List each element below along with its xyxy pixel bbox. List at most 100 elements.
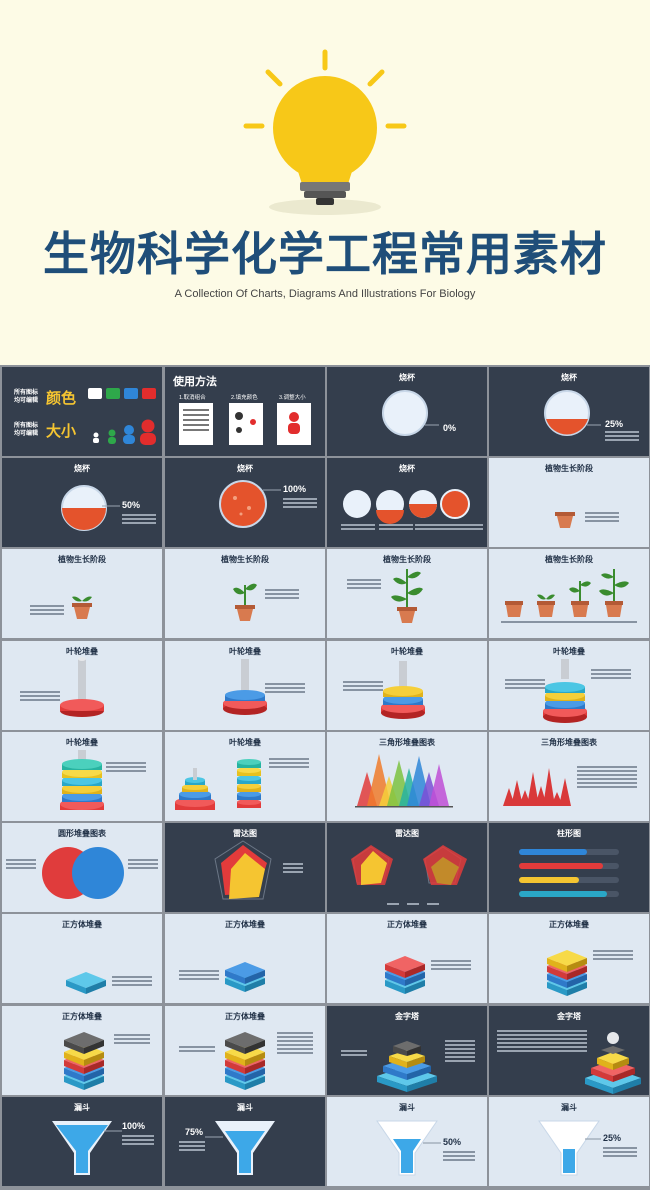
slide-thumbnail-funnel-100[interactable]: 漏斗 100% bbox=[2, 1097, 162, 1186]
slide-thumbnail-funnel-25[interactable]: 漏斗 25% bbox=[489, 1097, 649, 1186]
slide-thumbnail-plant-stage-2[interactable]: 植物生长阶段 bbox=[2, 549, 162, 638]
slide-thumbnail-triangle-chart-1[interactable]: 三角形堆叠图表 bbox=[327, 732, 487, 821]
slide-thumbnail-beaker-0[interactable]: 烧杯 0% bbox=[327, 367, 487, 456]
text-placeholder bbox=[585, 512, 619, 524]
slide-title: 正方体堆叠 bbox=[62, 920, 102, 929]
text-placeholder bbox=[605, 431, 639, 443]
slide-title: 植物生长阶段 bbox=[221, 555, 269, 564]
slide-thumbnail-beaker-25[interactable]: 烧杯 25% bbox=[489, 367, 649, 456]
usage-title: 使用方法 bbox=[173, 375, 217, 388]
text-placeholder bbox=[122, 1135, 154, 1147]
slide-title: 植物生长阶段 bbox=[545, 555, 593, 564]
text-placeholder bbox=[443, 1151, 475, 1163]
legend-placeholder bbox=[283, 863, 303, 875]
slide-title: 正方体堆叠 bbox=[225, 920, 265, 929]
step-label: 2.填充颜色 bbox=[231, 395, 258, 401]
text-placeholder bbox=[30, 605, 64, 617]
slide-thumbnail-pyramid-2[interactable]: 金字塔 bbox=[489, 1006, 649, 1095]
text-placeholder bbox=[179, 970, 219, 982]
radar-chart-icon bbox=[214, 840, 272, 900]
slide-title: 三角形堆叠图表 bbox=[379, 738, 435, 747]
slide-thumbnail-cube-stack-3[interactable]: 正方体堆叠 bbox=[327, 914, 487, 1003]
beaker-series-icons bbox=[343, 489, 470, 524]
slide-title: 漏斗 bbox=[561, 1103, 577, 1112]
step-screenshot bbox=[229, 403, 263, 445]
slide-thumbnail-plant-stage-4[interactable]: 植物生长阶段 bbox=[327, 549, 487, 638]
beaker-icon bbox=[219, 480, 281, 528]
text-placeholder bbox=[343, 681, 383, 693]
slide-thumbnail-radar-chart-2[interactable]: 雷达图 bbox=[327, 823, 487, 912]
plant-growth-icons bbox=[505, 569, 629, 617]
slide-thumbnail-cube-stack-2[interactable]: 正方体堆叠 bbox=[165, 914, 325, 1003]
text-placeholder bbox=[593, 950, 633, 962]
impeller-stack-icon bbox=[60, 750, 104, 810]
slide-thumbnail-triangle-chart-2[interactable]: 三角形堆叠图表 bbox=[489, 732, 649, 821]
text-placeholder bbox=[341, 524, 375, 532]
text-placeholder bbox=[265, 589, 299, 601]
beaker-value: 0% bbox=[443, 423, 457, 433]
text-placeholder bbox=[347, 579, 381, 591]
slide-thumbnail-plant-stage-3[interactable]: 植物生长阶段 bbox=[165, 549, 325, 638]
funnel-icon bbox=[52, 1121, 122, 1175]
triangle-chart-icon bbox=[355, 754, 453, 808]
slide-thumbnail-editable-icons[interactable]: 所有图标 均可编辑 颜色 所有图标 均可编辑 大小 bbox=[2, 367, 162, 456]
text-placeholder bbox=[577, 766, 637, 790]
slide-thumbnail-radar-chart-1[interactable]: 雷达图 bbox=[165, 823, 325, 912]
text-placeholder bbox=[179, 1046, 215, 1054]
slide-thumbnail-beaker-50[interactable]: 烧杯 50% bbox=[2, 458, 162, 547]
slide-title: 金字塔 bbox=[557, 1012, 581, 1021]
funnel-value: 100% bbox=[122, 1121, 146, 1131]
lightbulb-icon bbox=[243, 49, 407, 215]
slide-title: 叶轮堆叠 bbox=[66, 647, 98, 656]
slide-title: 漏斗 bbox=[237, 1103, 253, 1112]
beaker-value: 25% bbox=[605, 419, 624, 429]
step-label: 3.调整大小 bbox=[279, 395, 306, 401]
slide-thumbnail-impeller-stack-6[interactable]: 叶轮堆叠 bbox=[165, 732, 325, 821]
slide-title: 叶轮堆叠 bbox=[66, 738, 98, 747]
text-placeholder bbox=[591, 669, 631, 681]
slide-thumbnail-funnel-50[interactable]: 漏斗 50% bbox=[327, 1097, 487, 1186]
chat-bubble-icons bbox=[88, 388, 156, 445]
slide-title: 圆形堆叠图表 bbox=[58, 829, 106, 838]
slide-thumbnail-plant-stages-all[interactable]: 植物生长阶段 bbox=[489, 549, 649, 638]
cube-stack-icon bbox=[225, 1032, 265, 1090]
slide-thumbnail-impeller-stack-1[interactable]: 叶轮堆叠 bbox=[2, 641, 162, 730]
slide-thumbnail-cube-stack-1[interactable]: 正方体堆叠 bbox=[2, 914, 162, 1003]
text-placeholder bbox=[122, 514, 156, 526]
slide-thumbnail-impeller-stack-5[interactable]: 叶轮堆叠 bbox=[2, 732, 162, 821]
plant-pot-icon bbox=[391, 569, 423, 623]
cube-stack-icon bbox=[225, 962, 265, 992]
slide-thumbnail-plant-stage-1[interactable]: 植物生长阶段 bbox=[489, 458, 649, 547]
bar-chart-icon bbox=[519, 849, 619, 897]
slide-thumbnail-beaker-100[interactable]: 烧杯 100% bbox=[165, 458, 325, 547]
slide-thumbnail-impeller-stack-3[interactable]: 叶轮堆叠 bbox=[327, 641, 487, 730]
slide-thumbnail-bar-chart[interactable]: 柱形图 bbox=[489, 823, 649, 912]
slide-title: 烧杯 bbox=[74, 464, 90, 473]
pyramid-icon bbox=[585, 1032, 641, 1094]
text-placeholder bbox=[569, 621, 603, 625]
funnel-icon bbox=[538, 1120, 601, 1176]
slide-title: 雷达图 bbox=[395, 829, 419, 838]
impeller-stack-icon bbox=[381, 661, 425, 719]
slide-thumbnail-usage-guide[interactable]: 使用方法 1.取消组合 2.填充颜色 3.调整大小 bbox=[165, 367, 325, 456]
text-placeholder bbox=[379, 524, 413, 532]
step-label: 1.取消组合 bbox=[179, 395, 206, 401]
cube-stack-icon bbox=[385, 956, 425, 994]
slide-thumbnail-cube-stack-5[interactable]: 正方体堆叠 bbox=[2, 1006, 162, 1095]
slide-thumbnail-beaker-series[interactable]: 烧杯 bbox=[327, 458, 487, 547]
slide-thumbnail-pyramid-1[interactable]: 金字塔 bbox=[327, 1006, 487, 1095]
beaker-value: 50% bbox=[122, 500, 141, 510]
slide-thumbnail-impeller-stack-4[interactable]: 叶轮堆叠 bbox=[489, 641, 649, 730]
text-placeholder bbox=[265, 683, 305, 695]
cube-stack-icon bbox=[547, 950, 587, 996]
slide-thumbnail-circle-chart[interactable]: 圆形堆叠图表 bbox=[2, 823, 162, 912]
text-placeholder bbox=[341, 1050, 367, 1058]
slide-thumbnail-cube-stack-6[interactable]: 正方体堆叠 bbox=[165, 1006, 325, 1095]
slide-thumbnail-impeller-stack-2[interactable]: 叶轮堆叠 bbox=[165, 641, 325, 730]
impeller-stack-icon bbox=[223, 659, 267, 715]
slide-thumbnail-cube-stack-4[interactable]: 正方体堆叠 bbox=[489, 914, 649, 1003]
slide-thumbnail-funnel-75[interactable]: 漏斗 75% bbox=[165, 1097, 325, 1186]
size-word: 大小 bbox=[46, 423, 77, 440]
slide-title: 正方体堆叠 bbox=[62, 1012, 102, 1021]
caption-line: 均可编辑 bbox=[14, 398, 39, 404]
